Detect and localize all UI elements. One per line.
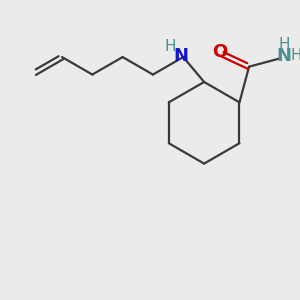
Text: N: N — [277, 47, 292, 65]
Text: O: O — [212, 43, 227, 61]
Text: H: H — [278, 38, 290, 52]
Text: N: N — [174, 47, 189, 65]
Text: H: H — [290, 48, 300, 63]
Text: H: H — [165, 39, 176, 54]
